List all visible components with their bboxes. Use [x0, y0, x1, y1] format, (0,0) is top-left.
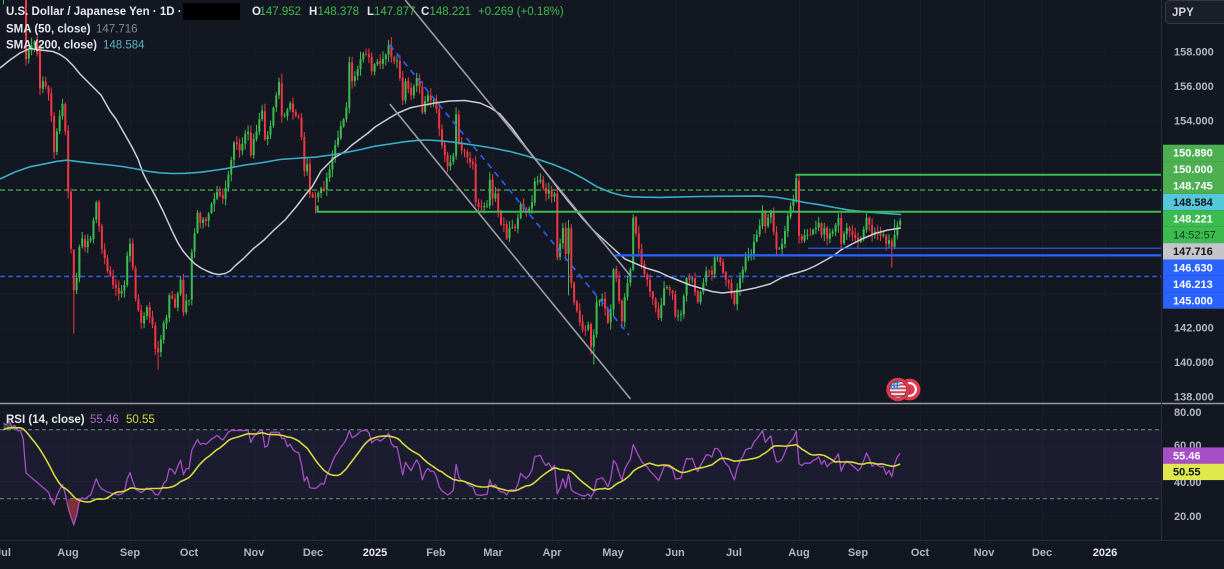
- svg-text:142.000: 142.000: [1174, 323, 1214, 335]
- svg-text:150.000: 150.000: [1173, 164, 1213, 176]
- svg-text:RSI (14, close): RSI (14, close): [6, 414, 85, 426]
- svg-text:147.716: 147.716: [1173, 246, 1213, 258]
- svg-text:Nov: Nov: [974, 547, 996, 559]
- svg-text:Oct: Oct: [911, 547, 930, 559]
- svg-text:50.55: 50.55: [1173, 467, 1201, 479]
- svg-text:U.S. Dollar / Japanese Yen · 1: U.S. Dollar / Japanese Yen · 1D ·: [6, 6, 182, 18]
- svg-text:55.46: 55.46: [1173, 450, 1201, 462]
- svg-text:140.000: 140.000: [1174, 357, 1214, 369]
- svg-text:2026: 2026: [1093, 547, 1117, 559]
- svg-text:14:52:57: 14:52:57: [1173, 230, 1216, 242]
- svg-text:+0.269 (+0.18%): +0.269 (+0.18%): [478, 6, 564, 18]
- svg-text:Dec: Dec: [303, 547, 323, 559]
- svg-text:Oct: Oct: [180, 547, 199, 559]
- svg-text:147.952: 147.952: [260, 6, 302, 18]
- svg-text:55.46: 55.46: [90, 414, 119, 426]
- svg-text:Feb: Feb: [426, 547, 446, 559]
- svg-text:H: H: [309, 6, 317, 18]
- svg-text:Apr: Apr: [543, 547, 563, 559]
- svg-text:Aug: Aug: [788, 547, 809, 559]
- svg-text:SMA (200, close): SMA (200, close): [6, 40, 97, 52]
- svg-text:148.378: 148.378: [318, 6, 360, 18]
- svg-text:148.745: 148.745: [1173, 181, 1213, 193]
- svg-text:JPY: JPY: [1172, 7, 1194, 19]
- svg-text:158.000: 158.000: [1174, 47, 1214, 59]
- svg-text:148.584: 148.584: [1173, 197, 1214, 209]
- svg-text:150.890: 150.890: [1173, 148, 1213, 160]
- svg-text:146.213: 146.213: [1173, 279, 1213, 291]
- svg-text:Jun: Jun: [665, 547, 685, 559]
- svg-text:138.000: 138.000: [1174, 392, 1214, 404]
- svg-text:147.716: 147.716: [96, 24, 138, 36]
- svg-text:20.00: 20.00: [1174, 511, 1202, 523]
- svg-text:146.630: 146.630: [1173, 263, 1213, 275]
- svg-text:80.00: 80.00: [1174, 407, 1202, 419]
- svg-text:154.000: 154.000: [1174, 116, 1214, 128]
- svg-text:Aug: Aug: [57, 547, 78, 559]
- svg-text:148.221: 148.221: [1173, 213, 1213, 225]
- svg-text:L: L: [367, 6, 374, 18]
- svg-text:2025: 2025: [363, 547, 387, 559]
- svg-text:Sep: Sep: [848, 547, 868, 559]
- svg-text:C: C: [421, 6, 429, 18]
- svg-text:May: May: [602, 547, 624, 559]
- svg-text:Mar: Mar: [483, 547, 503, 559]
- svg-text:Nov: Nov: [244, 547, 266, 559]
- svg-text:SMA (50, close): SMA (50, close): [6, 24, 91, 36]
- svg-text:Sep: Sep: [120, 547, 140, 559]
- svg-text:148.221: 148.221: [430, 6, 472, 18]
- svg-text:Jul: Jul: [0, 547, 11, 559]
- svg-text:50.55: 50.55: [126, 414, 155, 426]
- svg-text:Dec: Dec: [1032, 547, 1052, 559]
- svg-text:147.877: 147.877: [374, 6, 416, 18]
- svg-text:145.000: 145.000: [1173, 295, 1213, 307]
- svg-text:156.000: 156.000: [1174, 81, 1214, 93]
- svg-text:Jul: Jul: [726, 547, 742, 559]
- svg-text:148.584: 148.584: [103, 40, 145, 52]
